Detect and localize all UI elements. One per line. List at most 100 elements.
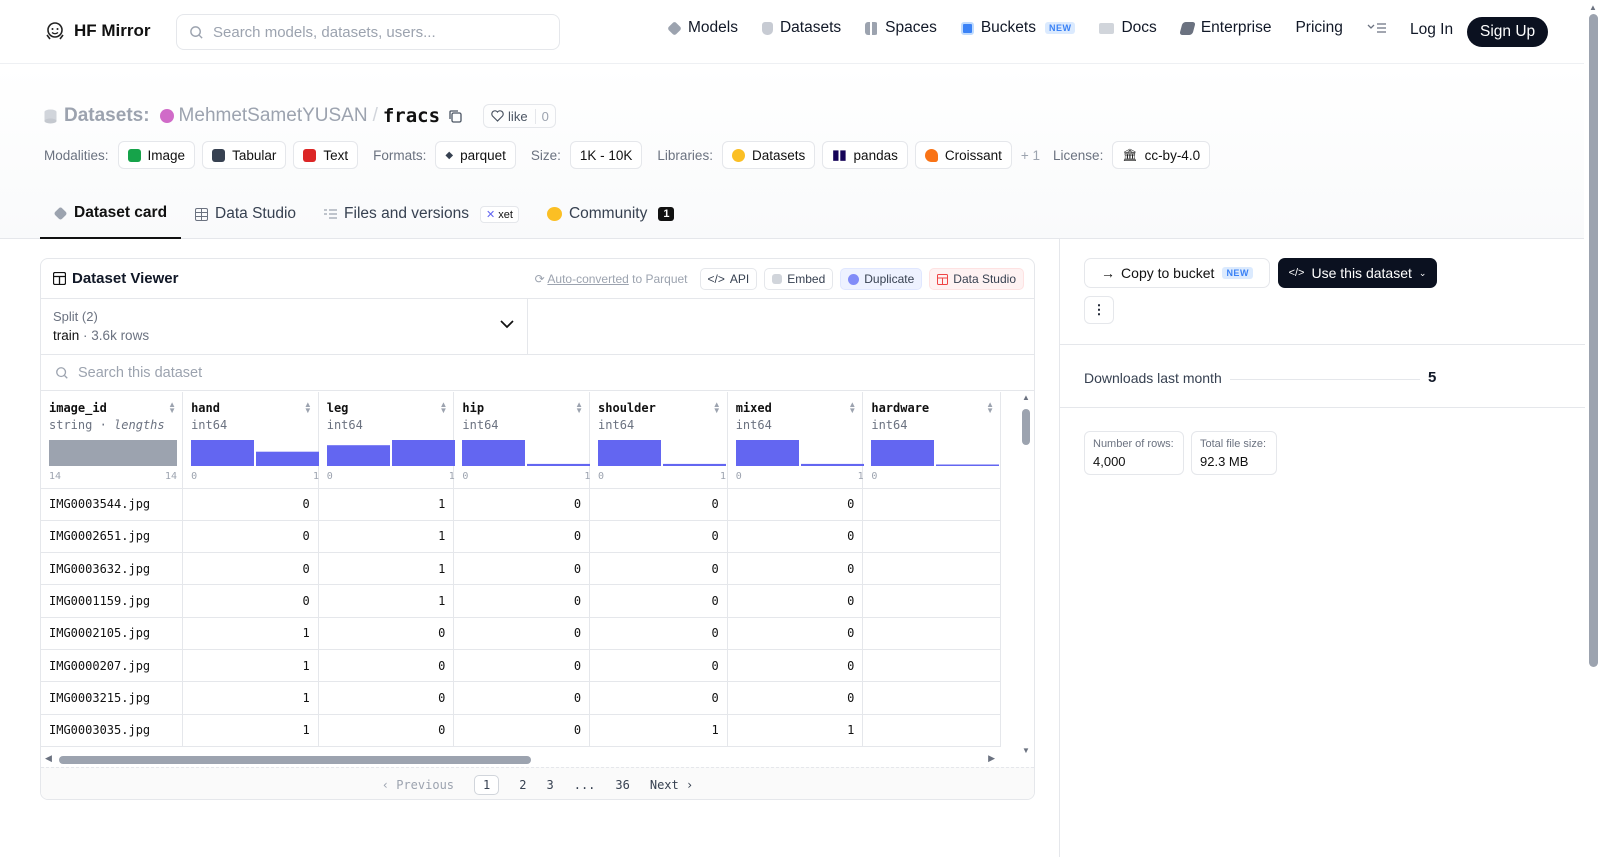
- nav-docs[interactable]: Docs: [1099, 19, 1157, 37]
- table-cell[interactable]: IMG0000207.jpg: [41, 649, 184, 683]
- nav-buckets[interactable]: Buckets NEW: [960, 19, 1076, 37]
- table-row[interactable]: IMG0003035.jpg 1 0 0 1 1: [41, 714, 1001, 747]
- dataset-search[interactable]: Search this dataset: [41, 355, 1034, 391]
- table-cell[interactable]: 0: [727, 649, 864, 683]
- table-cell[interactable]: 0: [589, 584, 728, 618]
- nav-pricing[interactable]: Pricing: [1295, 19, 1342, 37]
- histogram-bar[interactable]: [527, 463, 591, 466]
- histogram-bar[interactable]: [936, 464, 1000, 467]
- scroll-right-icon[interactable]: ▶: [988, 753, 995, 763]
- split-selector[interactable]: Split (2) train · 3.6k rows: [41, 299, 528, 354]
- table-cell[interactable]: 0: [589, 488, 728, 521]
- column-histogram[interactable]: [598, 438, 727, 468]
- pager-page-3[interactable]: 3: [546, 777, 554, 792]
- sort-icon[interactable]: ▲ ▼: [986, 400, 994, 415]
- table-cell[interactable]: [862, 649, 1001, 683]
- column-histogram[interactable]: [191, 438, 320, 468]
- nav-enterprise[interactable]: Enterprise: [1179, 19, 1271, 37]
- signup-button[interactable]: Sign Up: [1467, 17, 1549, 47]
- table-cell[interactable]: IMG0003035.jpg: [41, 714, 184, 747]
- tab-dataset-card[interactable]: Dataset card: [40, 189, 182, 239]
- table-cell[interactable]: 0: [727, 520, 864, 554]
- tag-modality-text[interactable]: Text: [293, 141, 359, 169]
- table-row[interactable]: IMG0000207.jpg 1 0 0 0 0: [41, 649, 1001, 683]
- api-button[interactable]: </> API: [699, 268, 758, 290]
- duplicate-button[interactable]: Duplicate: [840, 268, 923, 290]
- nav-spaces[interactable]: Spaces: [865, 19, 937, 37]
- table-cell[interactable]: 0: [727, 617, 864, 650]
- embed-button[interactable]: Embed: [764, 268, 834, 290]
- table-cell[interactable]: [862, 520, 1001, 554]
- table-cell[interactable]: IMG0003544.jpg: [41, 488, 184, 521]
- like-button[interactable]: like 0: [483, 104, 556, 128]
- data-studio-button[interactable]: Data Studio: [929, 268, 1024, 290]
- table-cell[interactable]: 1: [182, 649, 319, 683]
- global-search[interactable]: [176, 14, 560, 50]
- table-cell[interactable]: [862, 617, 1001, 650]
- column-header-shoulder[interactable]: shoulder int64 ▲ ▼ 0 1: [589, 392, 728, 489]
- column-header-hand[interactable]: hand int64 ▲ ▼ 0 1: [182, 392, 320, 489]
- table-row[interactable]: IMG0002651.jpg 0 1 0 0 0: [41, 520, 1001, 554]
- use-this-dataset-button[interactable]: </> Use this dataset ⌄: [1278, 258, 1437, 288]
- tag-library-datasets[interactable]: Datasets: [721, 141, 816, 169]
- table-cell[interactable]: IMG0002105.jpg: [41, 617, 184, 650]
- table-cell[interactable]: 0: [727, 488, 864, 521]
- tag-library-pandas[interactable]: ▮▮ pandas: [822, 141, 908, 169]
- pager-page-1[interactable]: 1: [474, 774, 500, 795]
- table-cell[interactable]: 1: [182, 617, 319, 650]
- pager-page-last[interactable]: 36: [615, 777, 630, 792]
- column-header-mixed[interactable]: mixed int64 ▲ ▼ 0 1: [727, 392, 864, 489]
- column-histogram[interactable]: [326, 438, 455, 468]
- table-cell[interactable]: 0: [318, 681, 455, 715]
- page-scroll-up-icon[interactable]: ▲: [1589, 3, 1597, 12]
- table-row[interactable]: IMG0003632.jpg 0 1 0 0 0: [41, 552, 1001, 586]
- table-cell[interactable]: 0: [182, 584, 319, 618]
- vertical-scroll-thumb[interactable]: [1022, 409, 1030, 445]
- table-cell[interactable]: 1: [182, 681, 319, 715]
- pager-next[interactable]: Next ›: [649, 777, 694, 792]
- dataset-owner[interactable]: MehmetSametYUSAN: [178, 105, 368, 126]
- table-cell[interactable]: 0: [453, 681, 591, 715]
- table-cell[interactable]: 0: [589, 552, 728, 586]
- column-histogram[interactable]: [735, 438, 864, 468]
- table-cell[interactable]: IMG0001159.jpg: [41, 584, 184, 618]
- tag-license[interactable]: 🏛 cc-by-4.0: [1112, 141, 1211, 169]
- table-row[interactable]: IMG0002105.jpg 1 0 0 0 0: [41, 617, 1001, 650]
- table-cell[interactable]: 0: [727, 584, 864, 618]
- histogram-bar[interactable]: [598, 440, 662, 466]
- table-cell[interactable]: 0: [589, 649, 728, 683]
- column-header-hardware[interactable]: hardware int64 ▲ ▼ 0: [862, 392, 1001, 489]
- histogram-bar[interactable]: [800, 463, 864, 466]
- tag-modality-image[interactable]: Image: [117, 141, 196, 169]
- histogram-bar[interactable]: [462, 440, 526, 466]
- copy-icon[interactable]: [448, 109, 463, 124]
- histogram-bar[interactable]: [871, 440, 935, 466]
- table-cell[interactable]: IMG0003632.jpg: [41, 552, 184, 586]
- horizontal-scrollbar[interactable]: ◀ ▶: [45, 753, 995, 765]
- table-cell[interactable]: 0: [453, 488, 591, 521]
- table-cell[interactable]: [862, 488, 1001, 521]
- table-cell[interactable]: 1: [182, 714, 319, 747]
- login-link[interactable]: Log In: [1410, 21, 1454, 38]
- column-header-leg[interactable]: leg int64 ▲ ▼ 0 1: [318, 392, 455, 489]
- table-cell[interactable]: 0: [182, 488, 319, 521]
- global-search-input[interactable]: [213, 23, 533, 41]
- table-cell[interactable]: 0: [453, 617, 591, 650]
- table-cell[interactable]: 0: [727, 552, 864, 586]
- scroll-up-icon[interactable]: ▲: [1022, 393, 1030, 402]
- tag-size[interactable]: 1K - 10K: [569, 141, 643, 169]
- column-histogram[interactable]: [871, 438, 1000, 468]
- sort-icon[interactable]: ▲ ▼: [439, 400, 448, 415]
- table-cell[interactable]: 0: [589, 681, 728, 715]
- table-cell[interactable]: 1: [727, 714, 864, 747]
- table-cell[interactable]: 1: [589, 714, 728, 747]
- page-scrollbar[interactable]: [1589, 14, 1598, 667]
- table-row[interactable]: IMG0003544.jpg 0 1 0 0 0: [41, 488, 1001, 521]
- table-cell[interactable]: 0: [318, 714, 455, 747]
- tag-format-parquet[interactable]: ◆ parquet: [435, 141, 516, 169]
- table-cell[interactable]: 0: [589, 617, 728, 650]
- scroll-down-icon[interactable]: ▼: [1022, 746, 1030, 755]
- table-cell[interactable]: 0: [453, 584, 591, 618]
- column-histogram[interactable]: [49, 438, 177, 468]
- tag-modality-tabular[interactable]: Tabular: [202, 141, 287, 169]
